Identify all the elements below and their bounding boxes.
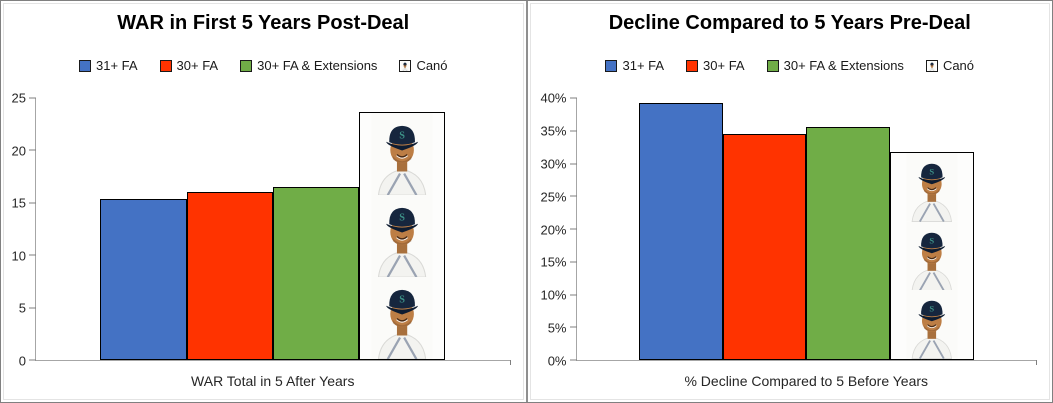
legend-item-30-fa: 30+ FA [159, 58, 219, 73]
cano-headshot-image: S [401, 60, 410, 71]
chart-title: WAR in First 5 Years Post-Deal [117, 12, 410, 34]
color-swatch-icon [78, 59, 91, 72]
legend-label: 30+ FA [703, 58, 745, 73]
y-axis-labels: 0% 5% 10% 15% 20% 25% 30% 35% 40% [536, 92, 576, 368]
y-tick-label: 10 [11, 248, 26, 264]
y-tick-mark [569, 326, 577, 328]
y-tick-label: 25 [11, 90, 26, 106]
bar-30-fa [722, 134, 807, 360]
cano-photo-swatch-icon: S [399, 59, 412, 72]
x-axis-end-tick [1036, 360, 1037, 365]
legend-item-31-fa: 31+ FA [605, 58, 664, 73]
y-tick-label: 30% [540, 156, 567, 172]
x-axis-label: WAR Total in 5 After Years [191, 373, 355, 389]
cano-headshot-image: S [905, 153, 958, 222]
svg-text:S: S [929, 167, 934, 177]
svg-text:S: S [405, 63, 406, 65]
y-tick-mark [29, 359, 36, 361]
y-axis-labels: 0 5 10 15 20 25 [9, 92, 35, 368]
svg-text:S: S [399, 212, 405, 223]
legend: 31+ FA 30+ FA 30+ FA & Extensions S Canó [528, 58, 1053, 73]
legend-item-30-fa-extensions: 30+ FA & Extensions [766, 58, 904, 73]
color-swatch-icon [240, 59, 253, 72]
y-tick-label: 20% [540, 222, 567, 237]
chart-panel-decline-pre-deal: Decline Compared to 5 Years Pre-Deal 31+… [525, 1, 1053, 402]
y-tick-label: 15% [540, 254, 567, 270]
y-tick-mark [569, 294, 577, 295]
bar-can: S S S [358, 111, 446, 360]
legend-item-can: S Canó [925, 58, 975, 73]
y-tick-mark [569, 97, 577, 99]
cano-headshot-image: S [905, 290, 958, 360]
y-tick-label: 40% [540, 90, 567, 106]
y-tick-mark [29, 254, 36, 256]
legend-label: 30+ FA & Extensions [257, 58, 378, 73]
y-tick-mark [569, 195, 577, 197]
cano-headshot-image: S [371, 194, 433, 277]
legend-label: 30+ FA [176, 58, 219, 73]
cano-headshot-image: S [928, 60, 936, 71]
y-tick-mark [29, 97, 36, 99]
y-tick-label: 20 [11, 143, 26, 159]
legend-item-can: S Canó [399, 58, 448, 73]
legend-item-30-fa: 30+ FA [686, 58, 745, 73]
legend-label: 30+ FA & Extensions [783, 58, 904, 73]
y-tick-mark [569, 130, 577, 132]
cano-headshot-image: S [371, 112, 433, 195]
y-tick-mark [569, 359, 577, 361]
color-swatch-icon [605, 59, 618, 72]
y-tick-label: 25% [540, 189, 567, 205]
bar-31-fa [638, 102, 723, 360]
bar-can: S S S [889, 152, 974, 360]
bar-30-fa-extensions [272, 187, 359, 360]
x-axis-end-tick [509, 360, 511, 365]
color-swatch-icon [159, 59, 172, 72]
svg-text:S: S [932, 63, 933, 65]
y-tick-mark [569, 163, 577, 164]
y-tick-mark [569, 228, 577, 230]
legend-label: 31+ FA [622, 58, 665, 73]
y-tick-label: 10% [540, 287, 567, 303]
legend-label: Canó [416, 58, 448, 73]
y-tick-label: 0 [18, 353, 26, 369]
y-tick-label: 5 [18, 300, 26, 316]
svg-text:S: S [399, 295, 405, 306]
legend-label: Canó [942, 58, 975, 73]
y-tick-mark [569, 261, 577, 263]
y-tick-label: 0% [547, 353, 567, 369]
chart-area: 0 5 10 15 20 25 S S [9, 92, 511, 368]
plot-area: S S S [29, 97, 511, 365]
cano-headshot-image: S [905, 221, 958, 291]
legend: 31+ FA 30+ FA 30+ FA & Extensions S Canó [1, 58, 526, 73]
plot-area: S S S [569, 97, 1037, 365]
cano-photo-swatch-icon: S [925, 59, 938, 72]
chart-panel-war-post-deal: WAR in First 5 Years Post-Deal 31+ FA 30+… [1, 1, 526, 402]
svg-text:S: S [929, 304, 934, 314]
y-tick-label: 15 [11, 195, 26, 211]
chart-title: Decline Compared to 5 Years Pre-Deal [608, 12, 971, 34]
chart-area: 0% 5% 10% 15% 20% 25% 30% 35% 40% S S [536, 92, 1037, 368]
color-swatch-icon [766, 59, 779, 72]
legend-item-31-fa: 31+ FA [78, 58, 138, 73]
bar-30-fa [186, 192, 273, 360]
y-tick-label: 5% [547, 320, 567, 336]
y-tick-label: 35% [540, 123, 567, 139]
y-tick-mark [29, 202, 36, 204]
bar-31-fa [100, 198, 187, 360]
x-axis-label: % Decline Compared to 5 Before Years [684, 373, 929, 389]
y-tick-mark [29, 307, 36, 309]
legend-item-30-fa-extensions: 30+ FA & Extensions [240, 58, 377, 73]
bar-30-fa-extensions [806, 127, 890, 360]
svg-text:S: S [929, 235, 934, 245]
legend-label: 31+ FA [95, 58, 138, 73]
color-swatch-icon [686, 59, 699, 72]
y-tick-mark [29, 149, 36, 151]
cano-headshot-image: S [371, 276, 433, 359]
svg-text:S: S [399, 130, 405, 141]
